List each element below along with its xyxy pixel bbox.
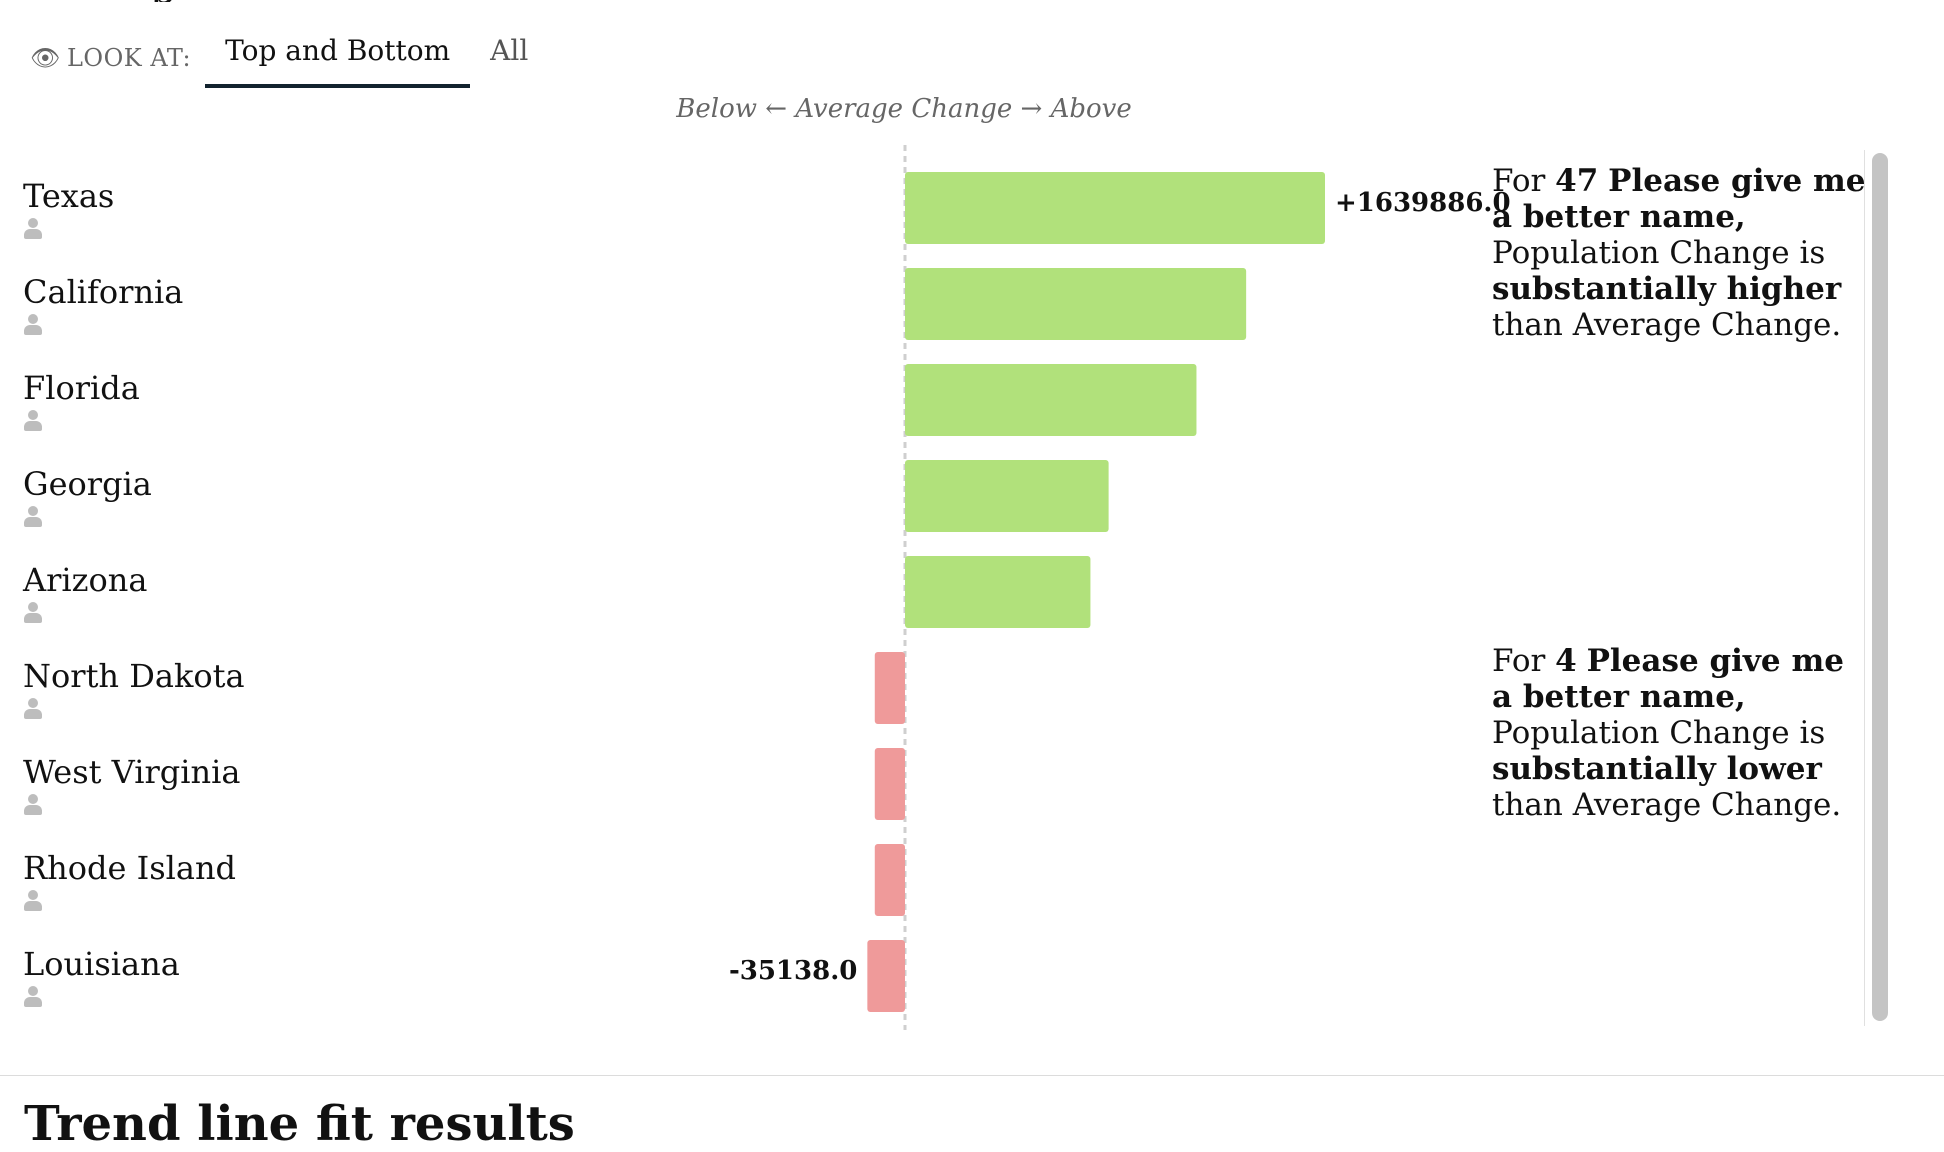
summary-bottom: For 4 Please give me a better name, Popu… xyxy=(1492,643,1844,823)
bar-georgia[interactable] xyxy=(905,460,1109,532)
category-label-florida: Florida xyxy=(23,369,140,407)
bar-texas[interactable] xyxy=(905,172,1325,244)
category-label-west-virginia: West Virginia xyxy=(23,753,240,791)
look-at-tabs: 👁 LOOK AT: Top and Bottom All xyxy=(30,28,548,88)
eye-icon: 👁 xyxy=(30,44,61,72)
summary-top: For 47 Please give me a better name, Pop… xyxy=(1492,163,1866,343)
person-icon xyxy=(23,698,43,720)
chart-svg: Texas +1639886.0 California Florida Georgia A… xyxy=(22,145,1511,1030)
person-icon xyxy=(23,314,43,336)
person-icon xyxy=(23,890,43,912)
person-icon xyxy=(23,218,43,240)
person-icon xyxy=(23,794,43,816)
tab-top-and-bottom[interactable]: Top and Bottom xyxy=(205,28,471,88)
value-label-louisiana: -35138.0 xyxy=(729,956,857,986)
deviation-bar-chart: Texas +1639886.0 California Florida Georgia A… xyxy=(0,145,1868,1030)
tab-all[interactable]: All xyxy=(490,34,529,67)
category-label-north-dakota: North Dakota xyxy=(23,657,245,695)
category-label-louisiana: Louisiana xyxy=(23,945,180,983)
person-icon xyxy=(23,506,43,528)
person-icon xyxy=(23,986,43,1008)
bar-west-virginia[interactable] xyxy=(874,748,905,820)
category-label-texas: Texas xyxy=(23,177,114,215)
category-label-california: California xyxy=(23,273,183,311)
bar-rhode-island[interactable] xyxy=(874,844,905,916)
bar-florida[interactable] xyxy=(905,364,1197,436)
section-divider xyxy=(0,1075,1944,1076)
cropped-title-fragment: p xyxy=(150,0,210,2)
category-label-georgia: Georgia xyxy=(23,465,152,503)
value-label-texas: +1639886.0 xyxy=(1335,188,1511,218)
bar-north-dakota[interactable] xyxy=(874,652,905,724)
scrollbar-thumb[interactable] xyxy=(1872,153,1888,1021)
category-label-rhode-island: Rhode Island xyxy=(23,849,236,887)
bar-california[interactable] xyxy=(905,268,1247,340)
category-label-arizona: Arizona xyxy=(22,561,147,599)
person-icon xyxy=(23,602,43,624)
person-icon xyxy=(23,410,43,432)
scrollbar-track[interactable] xyxy=(1864,150,1895,1026)
look-at-label: 👁 LOOK AT: xyxy=(30,44,192,72)
axis-caption: Below ← Average Change → Above xyxy=(676,94,1132,124)
bar-louisiana[interactable] xyxy=(867,940,905,1012)
bar-arizona[interactable] xyxy=(905,556,1091,628)
next-section-title: Trend line fit results xyxy=(24,1096,575,1152)
